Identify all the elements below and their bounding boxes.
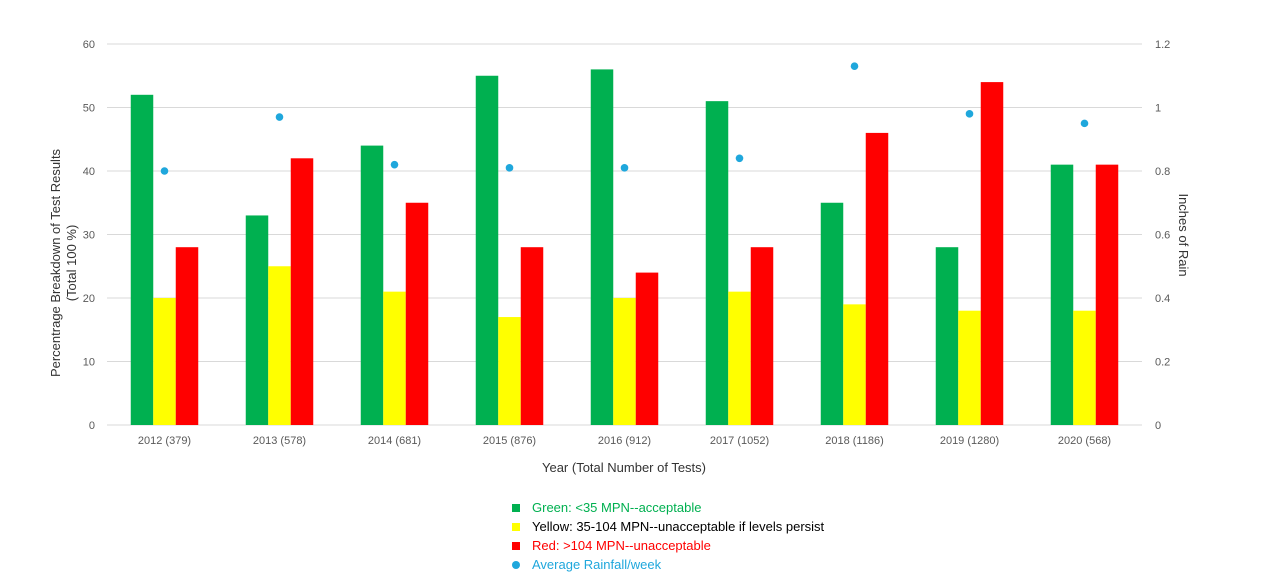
x-axis-title: Year (Total Number of Tests) [542, 460, 706, 475]
rainfall-point [160, 167, 169, 175]
legend-rainfall-marker [512, 560, 520, 569]
y2-tick-label: 0.4 [1155, 293, 1170, 305]
y2-tick-label: 1 [1155, 103, 1161, 115]
rainfall-points [160, 62, 1089, 175]
x-tick-label: 2013 (578) [253, 435, 306, 447]
rainfall-point [850, 62, 859, 71]
bar-red [750, 247, 774, 425]
x-tick-label: 2020 (568) [1058, 435, 1111, 447]
y2-tick-label: 0.6 [1155, 230, 1170, 242]
x-tick-label: 2015 (876) [483, 435, 536, 447]
bar-yellow [728, 291, 751, 425]
right-axis-ticks: 0 0.2 0.4 0.6 0.8 1 1.2 [1155, 39, 1170, 432]
rainfall-point [390, 160, 399, 169]
rainfall-point [505, 164, 514, 172]
y2-tick-label: 0.8 [1155, 166, 1170, 178]
y-tick-label: 20 [83, 293, 95, 305]
y2-tick-label: 0.2 [1155, 357, 1170, 369]
legend-green-marker [512, 503, 520, 512]
bar-yellow [1073, 310, 1096, 425]
y2-tick-label: 1.2 [1155, 39, 1170, 51]
bar-green [245, 215, 269, 425]
bar-green [130, 94, 154, 426]
bar-red [1095, 164, 1119, 425]
y-tick-label: 10 [83, 357, 95, 369]
bar-yellow [383, 291, 406, 425]
legend-red-label: Red: >104 MPN--unacceptable [532, 538, 711, 553]
bar-yellow [498, 317, 521, 425]
y-tick-label: 40 [83, 166, 95, 178]
bar-red [980, 82, 1004, 425]
bar-red [405, 202, 429, 425]
y-tick-label: 0 [89, 420, 95, 432]
bar-red [635, 272, 659, 425]
legend-item-red: Red: >104 MPN--unacceptable [512, 536, 824, 555]
x-tick-label: 2016 (912) [598, 435, 651, 447]
y2-tick-label: 0 [1155, 420, 1161, 432]
bar-yellow [958, 310, 981, 425]
legend-rainfall-label: Average Rainfall/week [532, 557, 662, 572]
x-tick-label: 2018 (1186) [825, 435, 884, 447]
bar-green [705, 101, 729, 426]
bar-red [520, 247, 544, 425]
x-tick-label: 2012 (379) [138, 435, 191, 447]
x-tick-label: 2014 (681) [368, 435, 421, 447]
legend-yellow-marker [512, 522, 520, 531]
bar-green [820, 202, 844, 425]
bars [130, 69, 1119, 426]
bar-red [290, 158, 314, 426]
rainfall-point [620, 164, 629, 172]
y-axis-title-line2: (Total 100 %) [64, 225, 79, 302]
left-axis-ticks: 0 10 20 30 40 50 60 [83, 39, 95, 432]
legend-item-rainfall: Average Rainfall/week [512, 555, 824, 574]
rainfall-point [1080, 119, 1089, 128]
legend-green-label: Green: <35 MPN--acceptable [532, 500, 702, 515]
bar-yellow [843, 304, 866, 425]
x-axis-ticks: 2012 (379) 2013 (578) 2014 (681) 2015 (876)… [138, 435, 1111, 447]
bar-yellow [613, 298, 636, 425]
bar-red [175, 247, 199, 425]
legend-yellow-label: Yellow: 35-104 MPN--unacceptable if leve… [532, 519, 825, 534]
bar-green [360, 145, 384, 425]
y-tick-label: 60 [83, 39, 95, 51]
bar-green [1050, 164, 1074, 425]
bar-green [935, 247, 959, 425]
y-tick-label: 30 [83, 230, 95, 242]
y-axis-title-line1: Percentrage Breakdown of Test Results [48, 148, 63, 377]
bar-yellow [268, 266, 291, 425]
x-tick-label: 2019 (1280) [940, 435, 999, 447]
legend-item-green: Green: <35 MPN--acceptable [512, 498, 824, 517]
bar-green [590, 69, 614, 426]
bar-red [865, 132, 889, 425]
rainfall-point [965, 110, 974, 118]
rainfall-point [735, 154, 744, 163]
bar-green [475, 75, 499, 425]
y2-axis-title: Inches of Rain [1176, 193, 1191, 276]
legend-red-marker [512, 541, 520, 550]
y-tick-label: 50 [83, 103, 95, 115]
x-tick-label: 2017 (1052) [710, 435, 769, 447]
legend-item-yellow: Yellow: 35-104 MPN--unacceptable if leve… [512, 517, 824, 536]
rainfall-point [275, 113, 284, 121]
legend: Green: <35 MPN--acceptable Yellow: 35-10… [512, 498, 824, 574]
bar-yellow [153, 298, 176, 425]
